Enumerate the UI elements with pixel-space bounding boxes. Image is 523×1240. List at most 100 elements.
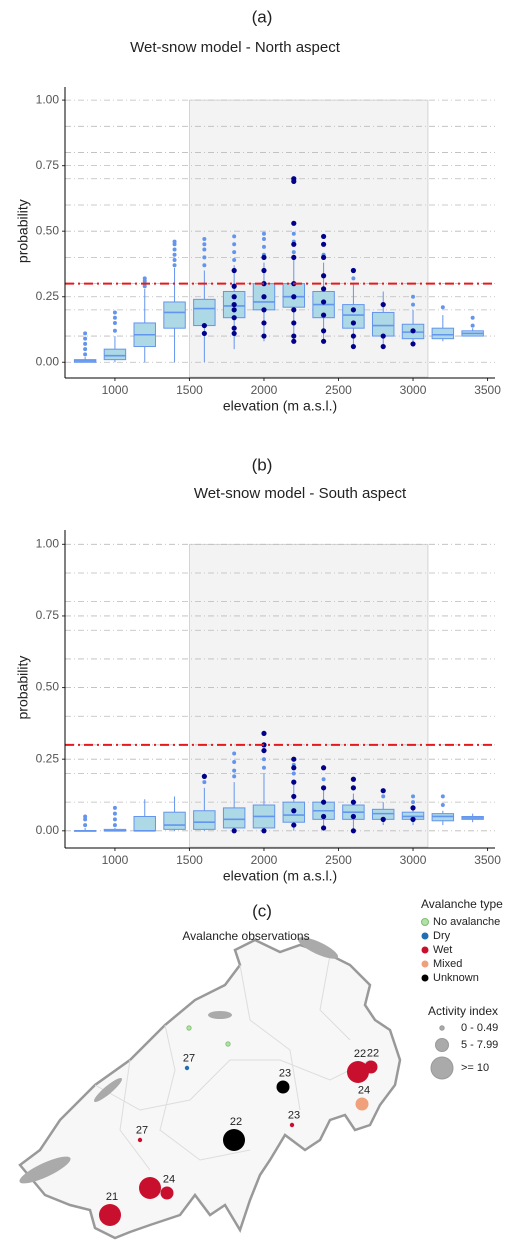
observation [320, 254, 327, 261]
legend-swatch [435, 1038, 449, 1052]
outlier [202, 237, 207, 242]
y-tick-label: 0.25 [36, 289, 60, 303]
observation-marker [225, 1041, 231, 1047]
map-title: Avalanche observations [182, 929, 309, 943]
outlier [83, 336, 88, 341]
observation [291, 294, 297, 300]
outlier [232, 774, 237, 779]
outlier [172, 258, 177, 263]
observation [201, 322, 207, 329]
outlier [83, 823, 88, 828]
observation [291, 176, 297, 182]
observation [320, 813, 327, 820]
x-tick-label: 1000 [102, 853, 129, 867]
observation [350, 785, 357, 791]
outlier [172, 239, 177, 244]
box [342, 304, 365, 329]
x-tick-label: 3000 [400, 853, 427, 867]
outlier [83, 352, 88, 357]
observation-label: 21 [106, 1191, 118, 1203]
observation [291, 779, 297, 785]
x-tick-label: 2500 [325, 383, 352, 397]
legend-label: 5 - 7.99 [461, 1039, 498, 1051]
observation [410, 816, 416, 822]
outlier [83, 814, 88, 819]
observation-marker [289, 1122, 295, 1128]
panel-label: (a) [252, 7, 273, 26]
observation [320, 765, 327, 771]
observation [261, 747, 267, 754]
outlier [202, 242, 207, 247]
box [431, 327, 455, 340]
outlier [291, 250, 296, 255]
observation [380, 816, 386, 822]
observation [291, 241, 297, 247]
observation-marker [364, 1060, 378, 1074]
observation [261, 307, 267, 313]
observation [231, 294, 237, 300]
y-tick-label: 0.50 [36, 680, 60, 694]
chart-title: Wet-snow model - South aspect [194, 485, 407, 502]
observation [201, 330, 207, 337]
observation-label: 22 [367, 1047, 379, 1059]
observation-marker [160, 1186, 174, 1200]
outlier [261, 244, 266, 249]
outlier [112, 805, 117, 810]
outlier [440, 305, 445, 310]
country-outline [18, 938, 402, 1240]
y-tick-label: 0.50 [36, 223, 60, 237]
observation [380, 788, 386, 794]
observation [231, 828, 237, 834]
lake [19, 1156, 71, 1184]
box [103, 348, 127, 361]
observation [291, 338, 297, 344]
observation-marker [139, 1177, 161, 1199]
region-lines [94, 954, 371, 1171]
observation-label: 22 [230, 1116, 242, 1128]
observation [350, 320, 357, 326]
observation [320, 312, 327, 318]
x-tick-label: 2000 [251, 853, 278, 867]
observation [261, 294, 267, 300]
box [163, 811, 186, 830]
outlier [202, 263, 207, 268]
box [222, 807, 246, 829]
lake [208, 1011, 232, 1019]
outlier [202, 247, 207, 252]
outlier [172, 263, 177, 268]
x-tick-label: 1500 [176, 853, 203, 867]
y-axis-label: probability [15, 656, 31, 720]
lake [93, 1078, 123, 1102]
x-tick-label: 3500 [474, 383, 501, 397]
observation [291, 756, 297, 762]
observation [320, 233, 327, 240]
observation [291, 808, 297, 814]
shaded-region [189, 543, 429, 848]
map-base [18, 937, 402, 1240]
x-axis-label: elevation (m a.s.l.) [223, 868, 337, 884]
outlier [351, 276, 356, 281]
observation-marker [276, 1080, 290, 1094]
y-tick-label: 0.75 [36, 608, 60, 622]
observation [261, 267, 267, 274]
legend-swatch [439, 1025, 445, 1031]
outlier [411, 794, 416, 799]
outlier [232, 242, 237, 247]
outlier [261, 757, 266, 762]
observation [231, 307, 237, 313]
x-tick-label: 3000 [400, 383, 427, 397]
outlier [470, 315, 475, 320]
x-tick-label: 1000 [102, 383, 129, 397]
legend-label: 0 - 0.49 [461, 1022, 498, 1034]
y-tick-label: 1.00 [36, 536, 60, 550]
observation [350, 813, 357, 820]
observation [291, 220, 297, 226]
observation [320, 328, 327, 334]
observation [261, 254, 267, 261]
outlier [83, 347, 88, 352]
observation [291, 822, 297, 828]
observation [231, 315, 237, 321]
legend-label: Wet [433, 944, 452, 956]
observation-label: 27 [136, 1125, 148, 1137]
